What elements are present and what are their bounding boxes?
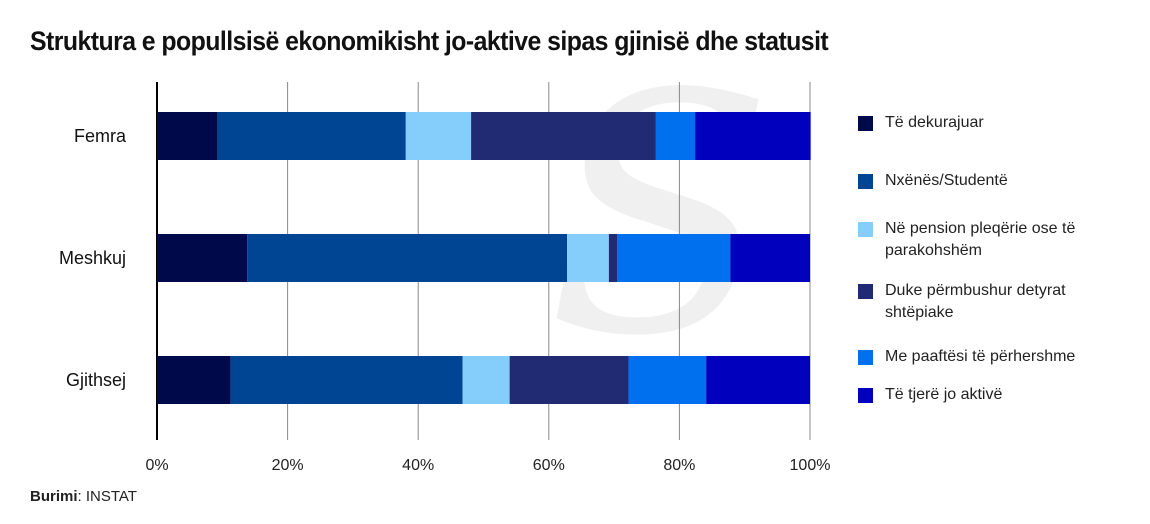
chart-title: Struktura e popullsisë ekonomikisht jo-a…: [30, 26, 829, 56]
bar-segment: [471, 112, 656, 160]
legend-item: Duke përmbushur detyrat shtëpiake: [858, 280, 1135, 324]
bar-segment: [706, 356, 810, 404]
x-tick-label: 80%: [663, 457, 695, 474]
legend-label: Me paaftësi të përhershme: [885, 348, 1076, 365]
x-tick-label: 0%: [145, 457, 168, 474]
legend-item: Të dekurajuar: [858, 112, 1135, 134]
bar-segment: [217, 112, 406, 160]
legend-label: Nxënës/Studentë: [885, 172, 1008, 189]
legend-label: Të tjerë jo aktivë: [885, 386, 1003, 403]
bar-segment: [608, 234, 618, 282]
bar-segment: [695, 112, 811, 160]
legend-swatch: [858, 174, 873, 189]
bar-segment: [628, 356, 707, 404]
bar-segment: [157, 234, 248, 282]
watermark-logo: S: [547, 24, 773, 408]
legend-item: Në pension pleqërie ose të parakohshëm: [858, 218, 1135, 262]
bar-segment: [462, 356, 510, 404]
x-tick-label: 100%: [790, 457, 831, 474]
legend-label: Në pension pleqërie ose të parakohshëm: [885, 220, 1076, 259]
x-tick-label: 20%: [272, 457, 304, 474]
bar-segment: [730, 234, 810, 282]
legend-label: Duke përmbushur detyrat shtëpiake: [885, 282, 1066, 321]
legend-item: Të tjerë jo aktivë: [858, 384, 1135, 406]
bar-segment: [617, 234, 731, 282]
bar-segment: [157, 356, 231, 404]
legend-swatch: [858, 116, 873, 131]
legend-item: Me paaftësi të përhershme: [858, 346, 1135, 368]
legend-swatch: [858, 284, 873, 299]
bar-segment: [509, 356, 629, 404]
category-label: Femra: [74, 126, 127, 146]
bar-segment: [405, 112, 472, 160]
bar-segment: [157, 112, 218, 160]
x-tick-label: 40%: [402, 457, 434, 474]
category-label: Meshkuj: [59, 248, 126, 268]
x-tick-label: 60%: [533, 457, 565, 474]
legend-swatch: [858, 222, 873, 237]
source-label: Burimi: [30, 488, 78, 505]
legend-swatch: [858, 388, 873, 403]
legend-label: Të dekurajuar: [885, 114, 984, 131]
bar-segment: [655, 112, 696, 160]
source-note: Burimi: INSTAT: [30, 488, 137, 505]
bar-segment: [230, 356, 463, 404]
source-value: INSTAT: [85, 488, 137, 505]
category-label: Gjithsej: [66, 370, 126, 390]
legend-swatch: [858, 350, 873, 365]
legend-item: Nxënës/Studentë: [858, 170, 1135, 192]
bar-segment: [247, 234, 568, 282]
bar-segment: [567, 234, 609, 282]
